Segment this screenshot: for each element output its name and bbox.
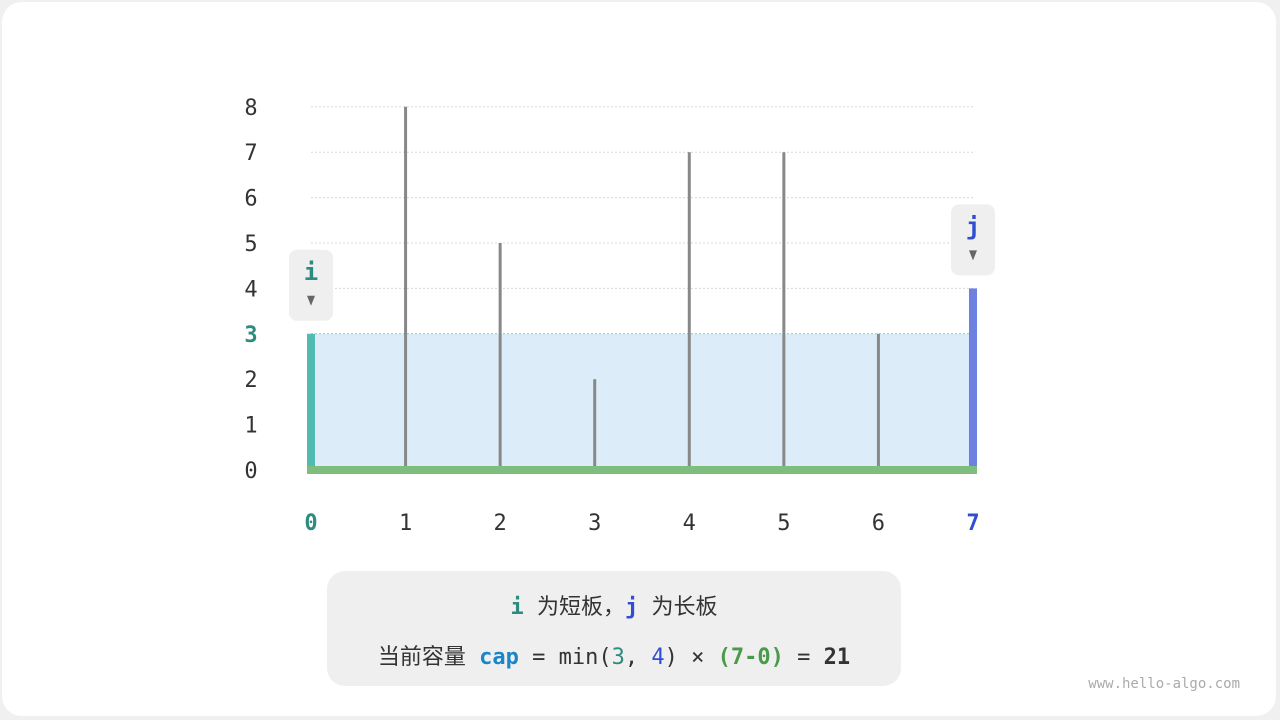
text: ) — [664, 645, 678, 670]
x-tick-label: 1 — [399, 511, 412, 536]
text: = min( — [518, 645, 612, 670]
text: 当前容量 — [377, 645, 480, 670]
y-tick-label: 7 — [244, 141, 257, 166]
j-pointer-label: j — [966, 212, 980, 240]
y-tick-label: 5 — [244, 232, 257, 257]
x-tick-label: 3 — [588, 511, 601, 536]
x-tick-label: 5 — [777, 511, 790, 536]
bar-0 — [307, 333, 315, 470]
bar-5 — [782, 152, 786, 470]
long-height: 4 — [651, 645, 665, 670]
arrow-down-icon — [968, 250, 977, 261]
x-tick-label: 0 — [304, 511, 317, 536]
bar-7 — [968, 288, 977, 470]
watermark: www.hello-algo.com — [1088, 676, 1240, 692]
y-tick-label: 4 — [244, 277, 257, 302]
x-tick-label: 2 — [494, 511, 507, 536]
base-line — [307, 466, 977, 474]
y-tick-label: 2 — [244, 368, 257, 393]
text: = — [783, 645, 824, 670]
text: 为短板， — [523, 595, 625, 620]
j-pointer-box — [950, 204, 995, 276]
text: 为长板 — [638, 595, 718, 620]
y-tick-label: 3 — [244, 323, 257, 348]
y-tick-label: 8 — [244, 96, 257, 121]
i-label: i — [510, 595, 524, 620]
i-pointer-label: i — [304, 258, 318, 286]
text: , — [624, 645, 652, 670]
bar-1 — [404, 106, 408, 471]
bar-4 — [687, 152, 691, 470]
water-area — [311, 333, 973, 470]
bar-3 — [593, 379, 597, 470]
caption-line-2: 当前容量 cap = min(3, 4) × (7-0) = 21 — [327, 639, 901, 671]
j-label: j — [625, 595, 639, 620]
text: × — [677, 645, 718, 670]
x-tick-label: 4 — [683, 511, 696, 536]
y-tick-label: 1 — [244, 414, 257, 439]
width-expr: (7-0) — [717, 645, 784, 670]
i-pointer-box — [289, 249, 333, 321]
bar-6 — [876, 333, 880, 470]
x-tick-label: 7 — [966, 511, 979, 536]
result: 21 — [823, 645, 851, 670]
y-tick-label: 6 — [244, 187, 257, 212]
y-tick-label: 0 — [244, 459, 257, 484]
bar-2 — [498, 243, 502, 470]
arrow-down-icon — [307, 295, 315, 306]
short-height: 3 — [611, 645, 625, 670]
cap-label: cap — [479, 645, 519, 670]
caption-box: i 为短板，j 为长板 当前容量 cap = min(3, 4) × (7-0)… — [327, 571, 901, 686]
caption-line-1: i 为短板，j 为长板 — [327, 589, 901, 621]
x-tick-label: 6 — [872, 511, 885, 536]
